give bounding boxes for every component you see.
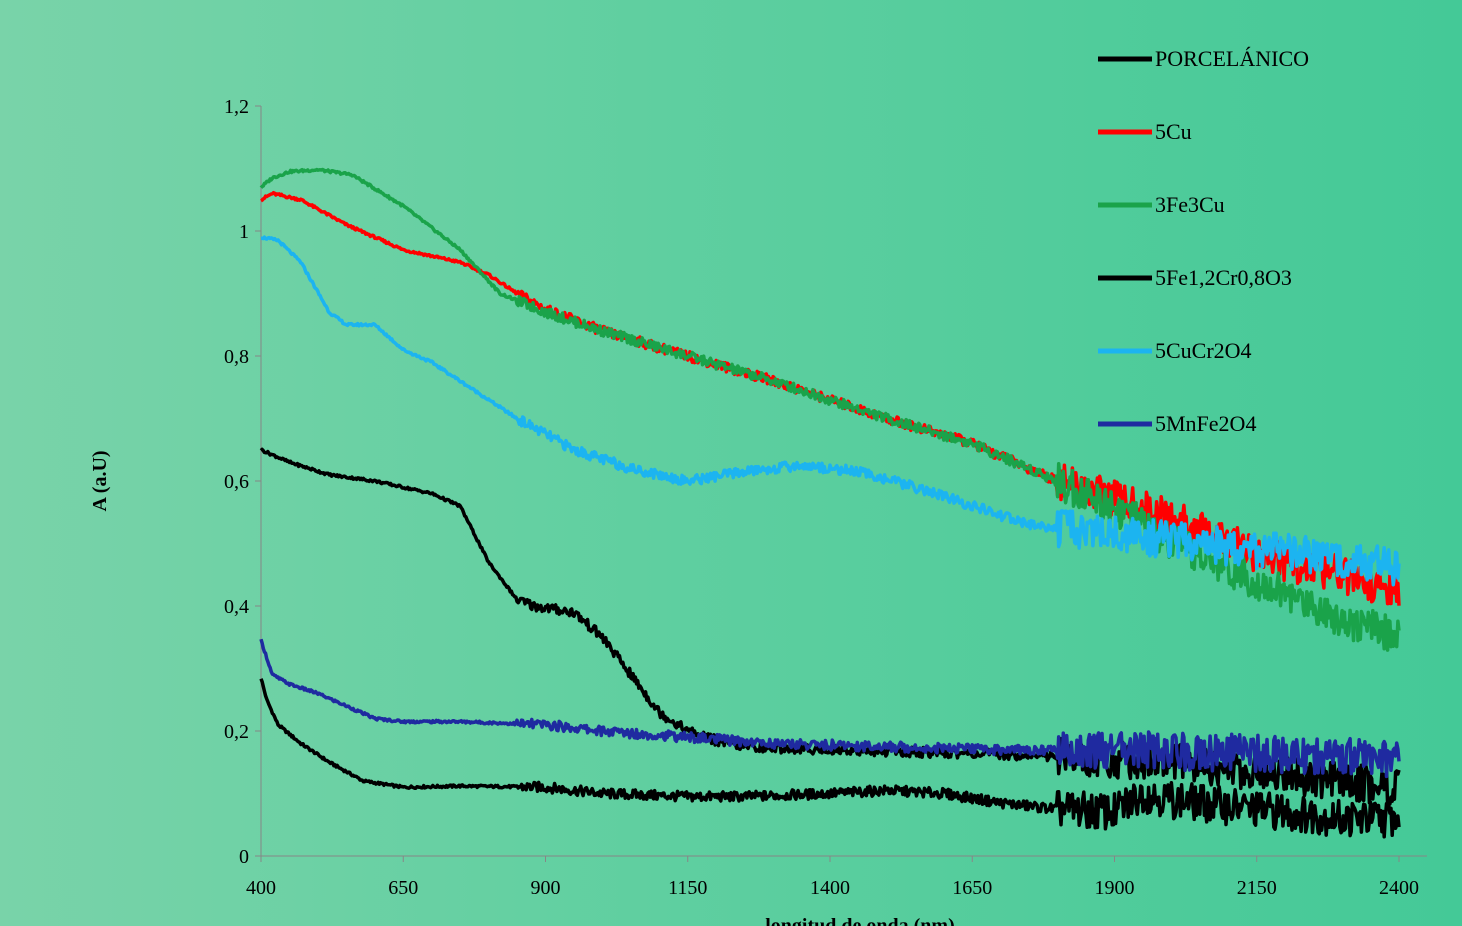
legend-label: 5MnFe2O4: [1155, 411, 1256, 436]
x-tick-label: 400: [246, 877, 276, 899]
series-line-porcel-nico: [259, 678, 1401, 839]
y-tick-label: 1,2: [224, 96, 249, 118]
x-ticks: 400 650 900 1150 1400 1650 1900 2150 2400: [246, 856, 1419, 899]
x-tick-label: 650: [388, 877, 418, 899]
x-tick-label: 1400: [810, 877, 850, 899]
y-tick-label: 1: [239, 221, 249, 243]
x-tick-label: 1150: [668, 877, 707, 899]
series-line-5mnfe2o4: [259, 638, 1401, 779]
y-tick-label: 0,2: [224, 721, 249, 743]
x-tick-label: 900: [531, 877, 561, 899]
legend-label: 3Fe3Cu: [1155, 192, 1225, 217]
y-tick-label: 0,6: [224, 471, 249, 493]
y-axis-title: A (a.U): [89, 450, 111, 511]
legend-label: 5Fe1,2Cr0,8O3: [1155, 265, 1292, 290]
x-tick-label: 2150: [1237, 877, 1277, 899]
y-tick-label: 0,8: [224, 346, 249, 368]
legend: PORCELÁNICO 5Cu 3Fe3Cu 5Fe1,2Cr0,8O3 5CuCr2O…: [1098, 46, 1309, 436]
legend-label: PORCELÁNICO: [1155, 46, 1309, 71]
series-line-3fe3cu: [259, 167, 1401, 652]
y-ticks: 0 0,2 0,4 0,6 0,8 1 1,2: [224, 96, 261, 868]
legend-label: 5CuCr2O4: [1155, 338, 1252, 363]
y-tick-label: 0: [239, 846, 249, 868]
series-line-5cucr2o4: [260, 235, 1401, 587]
x-tick-label: 1650: [952, 877, 992, 899]
x-tick-label: 1900: [1095, 877, 1135, 899]
series-group: [259, 167, 1401, 839]
legend-label: 5Cu: [1155, 119, 1192, 144]
y-tick-label: 0,4: [224, 596, 249, 618]
x-axis-title: longitud de onda (nm): [765, 915, 955, 926]
x-tick-label: 2400: [1379, 877, 1419, 899]
